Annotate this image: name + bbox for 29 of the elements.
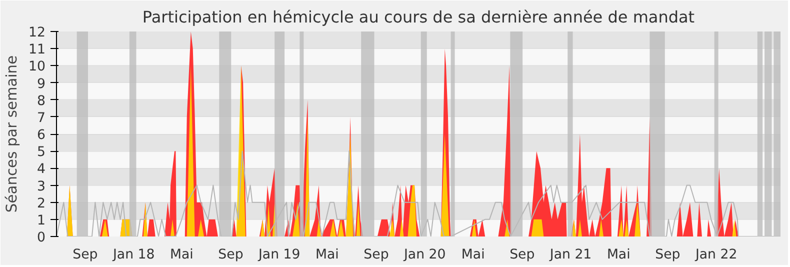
- y-tick-label: 12: [28, 26, 46, 40]
- x-tick-label: Jan 21: [548, 248, 592, 262]
- x-tick-label: Mai: [606, 248, 630, 262]
- y-tick-label: 0: [37, 230, 46, 246]
- y-tick-label: 5: [37, 145, 46, 160]
- x-tick-label: Jan 18: [112, 248, 155, 262]
- chart-title: Participation en hémicycle au cours de sa dernière année de mandat: [142, 8, 695, 26]
- x-tick-label: Mai: [461, 248, 485, 262]
- y-tick-label: 4: [37, 162, 46, 178]
- x-tick-label: Mai: [316, 248, 339, 262]
- y-axis-title: Séances par semaine: [4, 55, 21, 213]
- y-tick-label: 2: [37, 196, 46, 212]
- x-tick-label: Jan 20: [403, 248, 446, 262]
- y-tick-label: 10: [28, 60, 46, 75]
- x-tick-label: Sep: [72, 248, 98, 262]
- x-tick-label: Sep: [218, 248, 244, 262]
- y-tick-label: 3: [37, 179, 46, 194]
- x-tick-label: Sep: [510, 248, 535, 262]
- x-tick-label: Sep: [364, 248, 389, 262]
- y-tick-label: 8: [37, 94, 46, 109]
- x-tick-label: Sep: [655, 248, 680, 262]
- x-tick-label: Mai: [170, 248, 194, 262]
- y-tick-label: 6: [37, 128, 46, 143]
- y-tick-label: 11: [28, 42, 46, 58]
- x-tick-label: Jan 22: [694, 248, 738, 262]
- y-tick-label: 1: [37, 213, 46, 228]
- y-tick-label: 7: [37, 110, 46, 126]
- x-tick-label: Jan 19: [257, 248, 300, 262]
- y-tick-label: 9: [37, 76, 46, 92]
